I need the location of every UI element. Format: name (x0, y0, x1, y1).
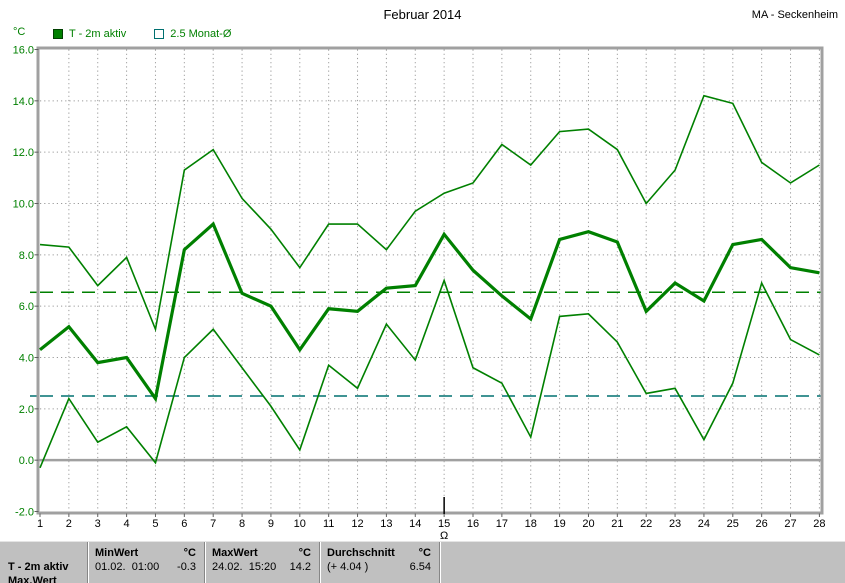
x-tick-label: 7 (210, 518, 216, 530)
series-min (39, 278, 820, 469)
x-tick-label: 27 (784, 518, 796, 530)
cursor-handle-icon[interactable]: Ω (440, 530, 448, 542)
stats-avg-cell: Durchschnitt °C (+ 4.04 ) 6.54 (319, 542, 439, 583)
y-tick-label: -2.0 (15, 507, 34, 519)
y-tick-label: 12.0 (13, 147, 34, 159)
min-value: -0.3 (177, 561, 196, 573)
series-avg (39, 221, 820, 403)
x-tick-label: 14 (409, 518, 421, 530)
x-tick-label: 17 (496, 518, 508, 530)
temperature-line-chart: -2.00.02.04.06.08.010.012.014.016.01 2 3 4 5… (13, 45, 826, 543)
stats-row-label-cell: T - 2m aktiv Max.Wert (0, 542, 87, 583)
max-header: MaxWert (212, 547, 258, 559)
stats-empty-cell (439, 542, 845, 583)
min-unit: °C (183, 547, 196, 559)
x-tick-label: 23 (669, 518, 681, 530)
x-tick-label: 19 (553, 518, 565, 530)
legend: T - 2m aktiv 2.5 Monat-Ø (53, 28, 231, 40)
y-tick-label: 14.0 (13, 96, 34, 108)
x-tick-label: 10 (294, 518, 306, 530)
y-tick-label: 2.0 (19, 404, 34, 416)
station-label: MA - Seckenheim (751, 9, 838, 21)
x-tick-label: 1 (37, 518, 43, 530)
min-header: MinWert (95, 547, 139, 559)
stats-row-label: T - 2m aktiv (8, 561, 69, 573)
x-tick-label: 22 (640, 518, 652, 530)
x-tick-label: 28 (813, 518, 825, 530)
stats-min-cell: MinWert °C 01.02. 01:00 -0.3 (87, 542, 204, 583)
legend-label-t2m: T - 2m aktiv (69, 28, 127, 40)
x-tick-label: 20 (582, 518, 594, 530)
x-tick-label: 13 (380, 518, 392, 530)
x-tick-label: 21 (611, 518, 623, 530)
max-unit: °C (298, 547, 311, 559)
max-datetime: 24.02. 15:20 (212, 561, 277, 573)
avg-unit: °C (418, 547, 431, 559)
x-tick-label: 4 (124, 518, 130, 530)
stats-max-cell: MaxWert °C 24.02. 15:20 14.2 (204, 542, 319, 583)
x-tick-label: 24 (698, 518, 710, 530)
x-tick-label: 3 (95, 518, 101, 530)
x-tick-label: 5 (152, 518, 158, 530)
avg-value: 6.54 (409, 561, 431, 573)
x-tick-label: 6 (181, 518, 187, 530)
stats-next-row-label-clipped: Max.Wert (8, 575, 57, 583)
avg-header: Durchschnitt (327, 547, 395, 559)
y-axis-unit-label: °C (13, 26, 26, 38)
y-tick-label: 0.0 (19, 455, 34, 467)
x-tick-label: 8 (239, 518, 245, 530)
x-tick-label: 2 (66, 518, 72, 530)
series-max (39, 94, 820, 333)
y-tick-label: 8.0 (19, 250, 34, 262)
x-tick-label: 26 (756, 518, 768, 530)
y-tick-label: 10.0 (13, 199, 34, 211)
page-title: Februar 2014 (383, 7, 462, 22)
outline-square-icon (154, 29, 165, 39)
x-tick-label: 11 (323, 518, 334, 530)
x-tick-label: 15 (438, 518, 450, 530)
min-datetime: 01.02. 01:00 (95, 561, 160, 573)
filled-square-icon (53, 29, 63, 39)
y-tick-label: 16.0 (13, 45, 34, 57)
avg-anomaly: (+ 4.04 ) (327, 561, 369, 573)
legend-item-monat-avg: 2.5 Monat-Ø (154, 28, 231, 40)
stats-table: T - 2m aktiv Max.Wert MinWert °C 01.02. … (0, 541, 845, 583)
x-tick-label: 25 (727, 518, 739, 530)
legend-label-monat-avg: 2.5 Monat-Ø (170, 28, 232, 40)
max-value: 14.2 (289, 561, 311, 573)
plot-frame (36, 46, 824, 515)
y-tick-label: 6.0 (19, 301, 34, 313)
x-tick-label: 12 (351, 518, 363, 530)
x-tick-label: 16 (467, 518, 479, 530)
x-tick-label: 9 (268, 518, 274, 530)
x-tick-label: 18 (525, 518, 537, 530)
legend-item-t2m: T - 2m aktiv (53, 28, 126, 40)
y-tick-label: 4.0 (19, 353, 34, 365)
